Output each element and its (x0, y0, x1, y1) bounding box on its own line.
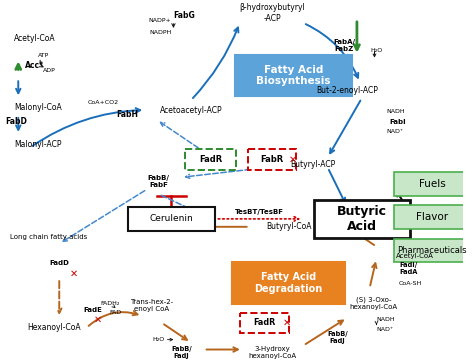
Text: Acetyl-CoA: Acetyl-CoA (14, 34, 56, 43)
Text: FAD: FAD (110, 310, 122, 316)
Text: FabI: FabI (389, 119, 406, 125)
Text: FabR: FabR (260, 155, 283, 164)
Text: Malonyl-CoA: Malonyl-CoA (14, 103, 62, 112)
Text: NADH: NADH (386, 109, 405, 114)
Text: FadR: FadR (199, 155, 222, 164)
Text: H₂O: H₂O (370, 48, 383, 53)
Text: ✕: ✕ (70, 268, 78, 278)
Text: Butyryl-ACP: Butyryl-ACP (291, 160, 336, 169)
FancyBboxPatch shape (240, 313, 289, 333)
Text: FadE: FadE (83, 307, 102, 313)
Text: ATP: ATP (38, 53, 49, 58)
Text: ✕: ✕ (94, 315, 102, 325)
Text: NADPH: NADPH (149, 30, 172, 35)
Text: CoA+CO2: CoA+CO2 (88, 100, 118, 105)
Text: ✕: ✕ (283, 318, 291, 328)
Text: Fatty Acid
Biosynthesis: Fatty Acid Biosynthesis (256, 65, 331, 86)
FancyBboxPatch shape (314, 200, 410, 238)
Text: FabB/
FadJ: FabB/ FadJ (171, 346, 191, 359)
Text: NAD⁺: NAD⁺ (386, 129, 403, 134)
Text: Fuels: Fuels (419, 179, 446, 189)
Text: FabG: FabG (173, 12, 195, 21)
Text: FadD: FadD (49, 260, 69, 266)
FancyBboxPatch shape (235, 55, 352, 96)
Text: FabB/
FabF: FabB/ FabF (148, 175, 170, 188)
Text: Trans-hex-2-
enoyl CoA: Trans-hex-2- enoyl CoA (130, 300, 173, 313)
Text: Butyric
Acid: Butyric Acid (337, 205, 387, 233)
Text: Malonyl-ACP: Malonyl-ACP (14, 140, 62, 149)
Text: FADH₂: FADH₂ (100, 300, 120, 305)
Text: Cerulenin: Cerulenin (150, 214, 193, 223)
Text: Butyryl-CoA: Butyryl-CoA (266, 222, 311, 231)
Text: FabB/
FadJ: FabB/ FadJ (327, 331, 348, 344)
Text: FabA/
FabZ: FabA/ FabZ (333, 39, 355, 52)
FancyBboxPatch shape (394, 239, 470, 262)
Text: ✕: ✕ (289, 155, 297, 165)
FancyBboxPatch shape (247, 149, 296, 170)
Text: Acc*: Acc* (25, 61, 44, 70)
Text: NADP+: NADP+ (149, 18, 172, 23)
Text: H₂O: H₂O (153, 337, 165, 342)
Text: Fatty Acid
Degradation: Fatty Acid Degradation (255, 273, 323, 294)
Text: (S) 3-Oxo-
hexanoyl-CoA: (S) 3-Oxo- hexanoyl-CoA (349, 296, 398, 310)
FancyBboxPatch shape (128, 207, 215, 231)
Text: But-2-enoyl-ACP: But-2-enoyl-ACP (316, 86, 378, 95)
Text: Flavor: Flavor (416, 212, 448, 222)
Text: ADP: ADP (43, 68, 56, 73)
Text: CoA-SH: CoA-SH (399, 281, 422, 286)
Text: Pharmaceuticals: Pharmaceuticals (397, 246, 467, 255)
Text: NAD⁺: NAD⁺ (376, 327, 393, 332)
Text: Acetyl-CoA: Acetyl-CoA (396, 253, 434, 260)
Text: Acetoacetyl-ACP: Acetoacetyl-ACP (160, 105, 222, 114)
Text: Hexanoyl-CoA: Hexanoyl-CoA (27, 323, 81, 332)
FancyBboxPatch shape (232, 262, 345, 304)
FancyBboxPatch shape (185, 149, 236, 170)
Text: FadR: FadR (253, 318, 275, 327)
Text: Long chain fatty acids: Long chain fatty acids (10, 234, 88, 240)
Text: β-hydroxybutyryl
-ACP: β-hydroxybutyryl -ACP (239, 3, 305, 23)
Text: FabD: FabD (6, 117, 27, 126)
Text: TesBT/TesBF: TesBT/TesBF (235, 209, 284, 215)
FancyBboxPatch shape (394, 172, 470, 196)
Text: FabH: FabH (117, 110, 138, 119)
Text: 3-Hydroxy
hexanoyl-CoA: 3-Hydroxy hexanoyl-CoA (248, 346, 296, 359)
Text: NADH: NADH (376, 317, 395, 322)
Text: FadI/
FadA: FadI/ FadA (399, 262, 417, 275)
FancyBboxPatch shape (394, 205, 470, 229)
